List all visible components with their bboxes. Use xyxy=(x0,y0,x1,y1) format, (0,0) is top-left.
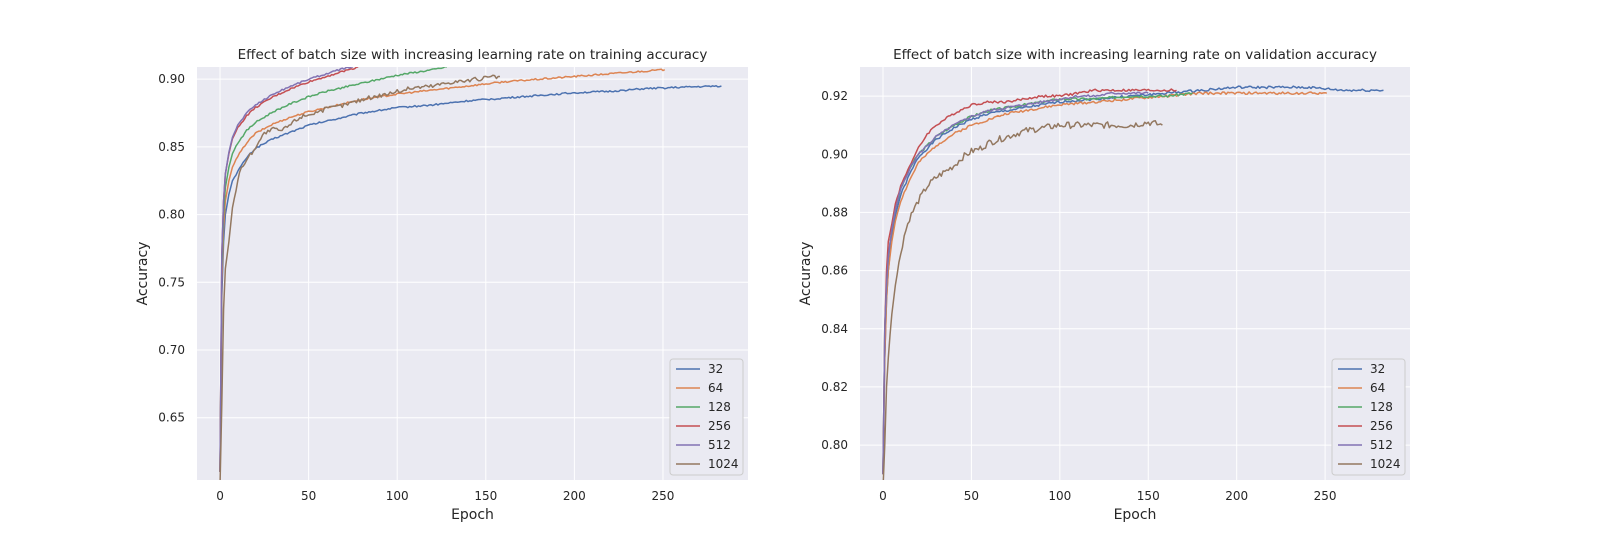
y-axis-label: Accuracy xyxy=(798,242,814,306)
y-tick-label: 0.85 xyxy=(158,140,185,154)
series-line-256 xyxy=(882,88,1177,475)
x-axis-label: Epoch xyxy=(1114,507,1157,523)
validation-accuracy-chart: 0 50 100 150 200 250 0.80 0.82 0.84 0.86 0.88 0.90 0… xyxy=(798,47,1410,523)
x-tick-label: 50 xyxy=(964,489,979,503)
plot-area xyxy=(197,67,748,480)
legend-entry-256: 256 xyxy=(1370,419,1393,433)
legend-entry-1024: 1024 xyxy=(708,457,739,471)
y-tick-label: 0.88 xyxy=(821,205,848,219)
y-tick-label: 0.65 xyxy=(158,411,185,425)
series-group xyxy=(882,85,1384,480)
x-axis-label: Epoch xyxy=(451,507,494,523)
x-tick-label: 250 xyxy=(652,489,675,503)
x-tick-label: 150 xyxy=(1137,489,1160,503)
x-tick-label: 100 xyxy=(1048,489,1071,503)
series-line-128 xyxy=(219,67,447,472)
x-tick-label: 0 xyxy=(216,489,224,503)
x-tick-label: 0 xyxy=(879,489,887,503)
series-line-64 xyxy=(882,91,1328,475)
series-line-32 xyxy=(219,85,722,472)
training-accuracy-chart: 0 50 100 150 200 250 0.65 0.70 0.75 0.80 0.85 0.90 E… xyxy=(135,47,748,523)
y-axis-label: Accuracy xyxy=(135,242,151,306)
y-tick-label: 0.82 xyxy=(821,380,848,394)
legend: 32 64 128 256 512 1024 xyxy=(669,358,744,476)
series-group xyxy=(219,67,722,480)
x-tick-label: 150 xyxy=(474,489,497,503)
y-tick-label: 0.84 xyxy=(821,322,848,336)
y-tick-label: 0.90 xyxy=(821,147,848,161)
y-tick-label: 0.75 xyxy=(158,275,185,289)
y-tick-label: 0.90 xyxy=(158,72,185,86)
legend-entry-256: 256 xyxy=(708,419,731,433)
series-line-256 xyxy=(219,67,359,472)
series-line-512 xyxy=(882,91,1149,475)
legend-entry-64: 64 xyxy=(708,381,723,395)
series-line-64 xyxy=(219,68,666,472)
chart-title: Effect of batch size with increasing lea… xyxy=(893,47,1377,63)
y-tick-label: 0.80 xyxy=(158,208,185,222)
x-tick-label: 50 xyxy=(301,489,316,503)
plot-area xyxy=(860,67,1410,480)
legend-entry-128: 128 xyxy=(708,400,731,414)
series-line-512 xyxy=(219,67,353,472)
y-tick-label: 0.86 xyxy=(821,264,848,278)
series-line-1024 xyxy=(219,74,500,480)
legend-entry-64: 64 xyxy=(1370,381,1385,395)
legend-entry-512: 512 xyxy=(1370,438,1393,452)
series-line-32 xyxy=(882,85,1384,475)
chart-title: Effect of batch size with increasing lea… xyxy=(238,47,708,63)
x-tick-label: 250 xyxy=(1314,489,1337,503)
legend-entry-32: 32 xyxy=(708,362,723,376)
y-tick-label: 0.70 xyxy=(158,343,185,357)
y-tick-label: 0.80 xyxy=(821,438,848,452)
x-tick-label: 100 xyxy=(386,489,409,503)
legend-entry-32: 32 xyxy=(1370,362,1385,376)
series-line-1024 xyxy=(882,120,1163,480)
x-tick-label: 200 xyxy=(1225,489,1248,503)
x-tick-label: 200 xyxy=(563,489,586,503)
legend-entry-128: 128 xyxy=(1370,400,1393,414)
legend: 32 64 128 256 512 1024 xyxy=(1331,358,1406,476)
legend-entry-1024: 1024 xyxy=(1370,457,1401,471)
legend-entry-512: 512 xyxy=(708,438,731,452)
y-tick-label: 0.92 xyxy=(821,89,848,103)
